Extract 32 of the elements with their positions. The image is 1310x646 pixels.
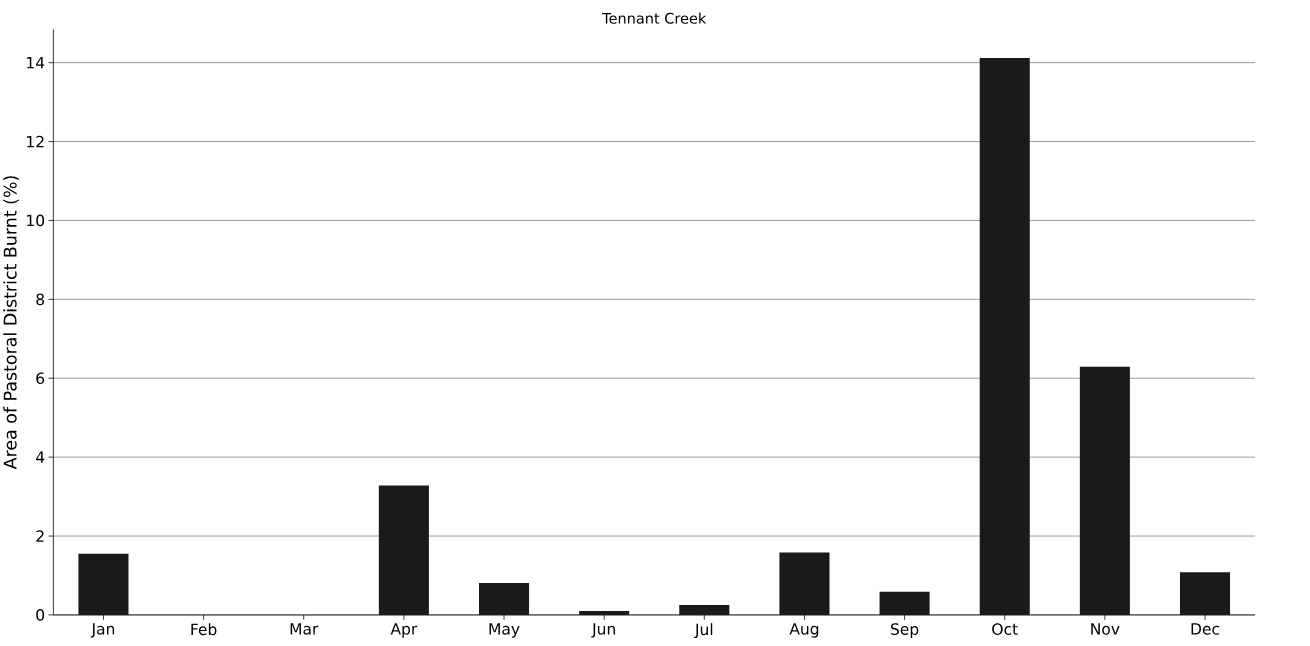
x-tick-label: Sep <box>891 623 919 638</box>
x-tick-label: May <box>489 623 520 638</box>
x-tick-label: Jun <box>591 623 615 638</box>
y-tick-label: 8 <box>36 293 45 306</box>
x-tick-label: Oct <box>992 623 1018 635</box>
bar <box>378 485 429 615</box>
bar <box>579 610 630 615</box>
x-tick-label: Dec <box>1191 623 1220 635</box>
y-axis-title: Area of Pastoral District Burnt (%) <box>3 176 19 470</box>
x-tick-label: Jan <box>90 623 115 638</box>
y-tick-label: 12 <box>27 135 44 148</box>
bar <box>478 582 530 615</box>
y-tick-label: 14 <box>27 57 45 69</box>
x-tick-label: Mar <box>290 623 319 635</box>
chart-title: Tennant Creek <box>602 12 707 24</box>
x-tick-label: Aug <box>789 623 819 638</box>
bar <box>78 553 129 615</box>
x-tick-label: Nov <box>1091 623 1120 635</box>
bar <box>979 57 1030 615</box>
x-tick-label: Apr <box>390 623 418 638</box>
bar <box>1179 572 1231 615</box>
y-tick-label: 10 <box>27 214 45 227</box>
bar <box>779 552 830 615</box>
x-tick-label: Jul <box>694 623 713 639</box>
y-tick-label: 6 <box>36 372 45 385</box>
y-tick-label: 2 <box>36 530 44 542</box>
bar <box>679 605 730 615</box>
bar <box>879 591 930 615</box>
x-tick-label: Feb <box>191 623 217 636</box>
y-tick-label: 0 <box>36 609 45 621</box>
bar <box>1079 366 1130 615</box>
y-tick-label: 4 <box>36 451 45 463</box>
